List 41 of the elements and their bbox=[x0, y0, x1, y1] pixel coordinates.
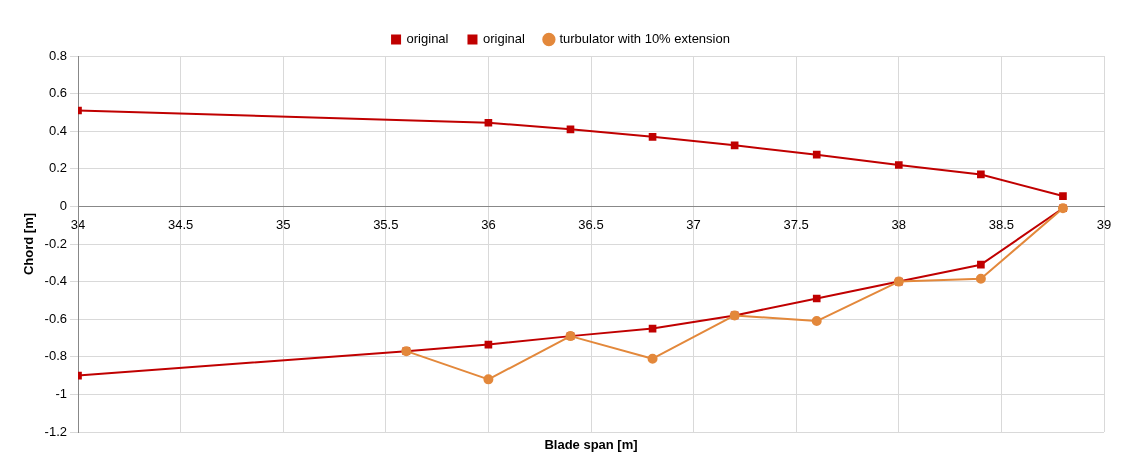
y-tick-label: 0 bbox=[59, 197, 67, 213]
x-axis-title: Blade span [m] bbox=[544, 437, 638, 453]
x-tick-label: 38.5 bbox=[988, 216, 1015, 232]
point bbox=[975, 273, 986, 284]
point bbox=[894, 161, 903, 169]
point bbox=[812, 150, 821, 159]
legend-label: original bbox=[406, 31, 449, 47]
legend-label: turbulator with 10% extension bbox=[559, 31, 730, 47]
x-tick-label: 38 bbox=[891, 216, 907, 232]
point bbox=[812, 294, 821, 303]
point bbox=[484, 118, 493, 127]
y-tick-label: -0.2 bbox=[44, 235, 67, 251]
x-tick-label: 34 bbox=[70, 216, 86, 232]
x-tick-label: 36 bbox=[481, 216, 496, 232]
y-tick-label: -1 bbox=[55, 385, 67, 401]
point bbox=[483, 374, 494, 385]
y-tick-label: -1.2 bbox=[44, 423, 67, 439]
x-tick-label: 35.5 bbox=[373, 216, 399, 232]
point bbox=[1059, 192, 1067, 200]
x-tick-label: 37.5 bbox=[783, 216, 809, 232]
point bbox=[566, 125, 575, 134]
y-axis-title: Chord [m] bbox=[21, 212, 37, 276]
point bbox=[730, 141, 739, 150]
y-tick-label: 0.2 bbox=[48, 160, 67, 176]
y-tick-label: 0.4 bbox=[48, 122, 67, 138]
x-tick-label: 36.5 bbox=[578, 216, 604, 232]
x-tick-label: 39 bbox=[1096, 216, 1112, 232]
point bbox=[648, 133, 657, 141]
y-tick-label: 0.6 bbox=[48, 85, 67, 101]
x-tick-label: 35 bbox=[275, 216, 291, 232]
y-tick-label: 0.8 bbox=[48, 47, 67, 63]
y-tick-label: -0.4 bbox=[44, 273, 67, 289]
point bbox=[811, 316, 822, 327]
y-tick-label: -0.8 bbox=[44, 348, 67, 364]
x-tick-label: 34.5 bbox=[167, 216, 194, 232]
point bbox=[977, 170, 985, 179]
y-tick-label: -0.6 bbox=[44, 310, 67, 326]
point bbox=[647, 353, 658, 364]
point bbox=[977, 260, 985, 269]
x-tick-label: 37 bbox=[686, 216, 701, 232]
legend-label: original bbox=[482, 31, 525, 47]
